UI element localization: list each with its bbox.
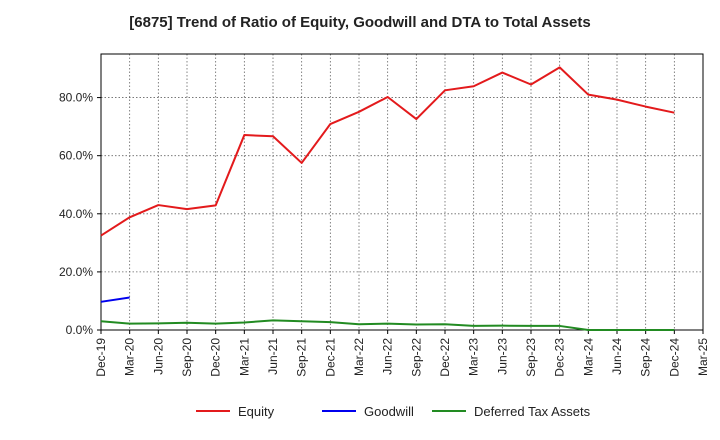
x-tick-label: Mar-23	[467, 338, 481, 376]
x-tick-label: Sep-24	[639, 338, 653, 377]
plot-border	[100, 53, 704, 331]
y-tick-label: 80.0%	[59, 91, 93, 105]
y-tick-label: 0.0%	[66, 323, 94, 337]
x-tick-label: Jun-21	[266, 338, 280, 375]
y-tick-label: 40.0%	[59, 207, 93, 221]
x-tick-label: Mar-22	[352, 338, 366, 376]
y-tick-label: 20.0%	[59, 265, 93, 279]
x-tick-label: Dec-20	[209, 338, 223, 377]
x-tick-label: Sep-20	[180, 338, 194, 377]
legend-label: Goodwill	[364, 404, 414, 419]
x-tick-label: Dec-23	[553, 338, 567, 377]
x-tick-label: Sep-23	[524, 338, 538, 377]
x-tick-label: Dec-22	[438, 338, 452, 377]
x-tick-label: Dec-24	[667, 338, 681, 377]
plot-area	[101, 54, 703, 330]
series-line-goodwill	[100, 296, 130, 303]
x-tick-label: Mar-25	[696, 338, 710, 376]
x-tick-label: Mar-24	[581, 338, 595, 376]
chart-title: [6875] Trend of Ratio of Equity, Goodwil…	[129, 14, 591, 31]
x-axis: Dec-19 Mar-20 Jun-20 Sep-20 Dec-20 Mar-21 Jun-…	[94, 330, 710, 377]
legend: Equity Goodwill Deferred Tax Assets	[196, 404, 591, 419]
x-tick-label: Jun-24	[610, 338, 624, 375]
x-tick-label: Sep-21	[295, 338, 309, 377]
x-tick-label: Jun-20	[151, 338, 165, 375]
y-tick-label: 60.0%	[59, 149, 93, 163]
legend-label: Equity	[238, 404, 275, 419]
series-group	[100, 66, 675, 331]
x-tick-label: Jun-23	[495, 338, 509, 375]
y-axis: 0.0% 20.0% 40.0% 60.0% 80.0%	[59, 91, 101, 337]
x-tick-label: Mar-20	[123, 338, 137, 376]
x-tick-label: Mar-21	[237, 338, 251, 376]
x-tick-label: Dec-21	[323, 338, 337, 377]
legend-label: Deferred Tax Assets	[474, 404, 591, 419]
x-tick-label: Jun-22	[381, 338, 395, 375]
x-tick-label: Sep-22	[409, 338, 423, 377]
x-tick-label: Dec-19	[94, 338, 108, 377]
